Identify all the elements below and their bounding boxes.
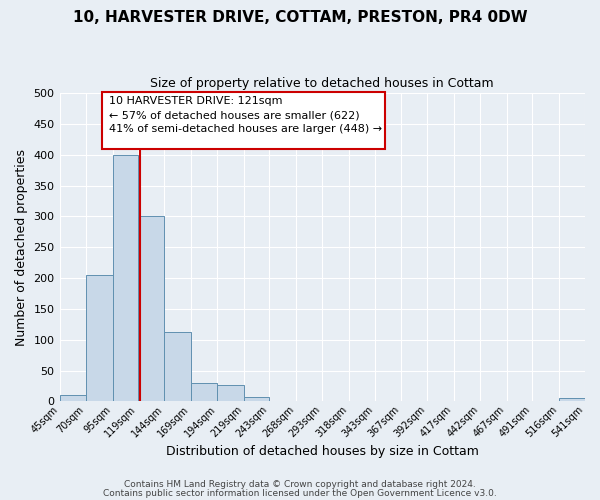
- Text: 10, HARVESTER DRIVE, COTTAM, PRESTON, PR4 0DW: 10, HARVESTER DRIVE, COTTAM, PRESTON, PR…: [73, 10, 527, 25]
- Bar: [244, 397, 269, 402]
- FancyBboxPatch shape: [101, 92, 385, 148]
- Text: Contains public sector information licensed under the Open Government Licence v3: Contains public sector information licen…: [103, 488, 497, 498]
- Bar: [164, 332, 191, 402]
- Bar: [559, 398, 585, 402]
- Bar: [217, 384, 244, 402]
- Text: 10 HARVESTER DRIVE: 121sqm
← 57% of detached houses are smaller (622)
41% of sem: 10 HARVESTER DRIVE: 121sqm ← 57% of deta…: [109, 96, 383, 134]
- Bar: [86, 275, 113, 402]
- Title: Size of property relative to detached houses in Cottam: Size of property relative to detached ho…: [151, 78, 494, 90]
- Y-axis label: Number of detached properties: Number of detached properties: [15, 148, 28, 346]
- X-axis label: Distribution of detached houses by size in Cottam: Distribution of detached houses by size …: [166, 444, 479, 458]
- Bar: [59, 395, 86, 402]
- Bar: [191, 383, 217, 402]
- Text: Contains HM Land Registry data © Crown copyright and database right 2024.: Contains HM Land Registry data © Crown c…: [124, 480, 476, 489]
- Bar: [138, 216, 164, 402]
- Bar: [113, 154, 138, 402]
